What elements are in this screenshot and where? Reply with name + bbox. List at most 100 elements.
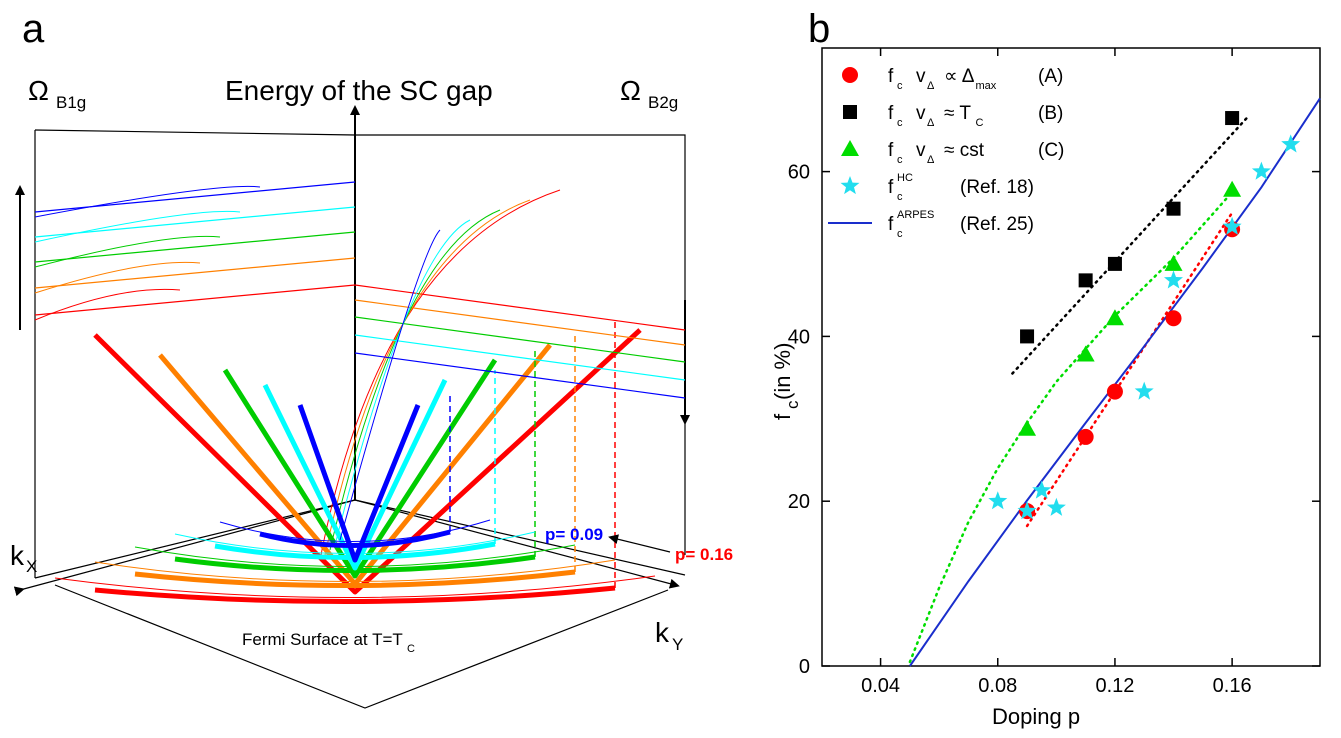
data-point-A bbox=[1077, 428, 1094, 445]
legend-f-sub: c bbox=[897, 228, 903, 240]
svg-text:X: X bbox=[26, 557, 37, 576]
svg-text:Ω: Ω bbox=[28, 75, 49, 106]
legend-relation: ≈ cst bbox=[944, 140, 985, 161]
legend-f-sub: c bbox=[897, 191, 903, 203]
b1g-gap-curve bbox=[34, 288, 181, 321]
y-tick-label: 60 bbox=[788, 162, 810, 184]
fit-line-A bbox=[1025, 211, 1234, 528]
b2g-level-line bbox=[354, 299, 686, 346]
fermi-arc-thin bbox=[94, 559, 616, 583]
fit-line-B bbox=[1011, 116, 1249, 375]
b1g-level-line bbox=[34, 284, 356, 316]
legend-entry-ARPES: f c ARPES (Ref. 25) bbox=[828, 209, 1034, 240]
gap-curves bbox=[34, 181, 686, 605]
legend-v-sub: Δ bbox=[927, 80, 935, 92]
data-point-HC bbox=[1222, 216, 1242, 235]
data-point-B bbox=[1225, 111, 1240, 126]
gap-v-curve bbox=[222, 358, 498, 579]
gap-v-curve bbox=[93, 328, 642, 595]
b2g-gap-curve bbox=[329, 209, 501, 551]
fermi-arc-thick bbox=[94, 585, 616, 605]
b2g-level-line bbox=[354, 334, 686, 381]
data-point-HC bbox=[1281, 134, 1301, 153]
legend-tag: (A) bbox=[1038, 66, 1063, 87]
panel-a: a Energy of the SC gap Ω B1g Ω bbox=[10, 7, 733, 709]
omega-b2g-label: Ω B2g bbox=[620, 75, 678, 112]
b2g-level-line bbox=[354, 316, 686, 363]
data-point-A bbox=[1165, 310, 1182, 327]
data-point-C bbox=[1223, 180, 1242, 197]
b1g-gap-curve bbox=[34, 261, 201, 294]
y-tick-label: 20 bbox=[788, 491, 810, 513]
data-point-C bbox=[1076, 345, 1095, 362]
legend-v: v bbox=[916, 103, 926, 124]
legend-tag: (Ref. 25) bbox=[960, 214, 1034, 235]
b1g-level-line bbox=[34, 231, 356, 263]
b1g-level-line bbox=[34, 181, 356, 213]
legend-relation: ≈ T bbox=[944, 103, 971, 124]
svg-text:k: k bbox=[10, 540, 25, 571]
y-axis-label: f c (in %) bbox=[770, 343, 802, 420]
legend-entry-HC: f c HC (Ref. 18) bbox=[840, 172, 1034, 203]
data-point-B bbox=[1107, 256, 1122, 271]
legend-v-sub: Δ bbox=[927, 154, 935, 166]
b2g-gap-curve bbox=[339, 229, 441, 541]
doping-low-label: p= 0.09 bbox=[545, 525, 603, 544]
data-point-HC bbox=[1164, 270, 1183, 289]
data-markers bbox=[988, 111, 1301, 520]
data-point-HC bbox=[1017, 501, 1037, 520]
kx-label: k X bbox=[10, 540, 37, 576]
legend-relation-sub: max bbox=[976, 80, 997, 92]
svg-text:f: f bbox=[770, 413, 795, 420]
legend-f-sub: c bbox=[897, 117, 903, 129]
panel-b-label: b bbox=[808, 7, 830, 51]
legend-relation-sub: C bbox=[976, 117, 984, 129]
data-point-C bbox=[1164, 254, 1183, 271]
legend-f: f bbox=[888, 214, 894, 235]
svg-text:c: c bbox=[783, 400, 802, 409]
b1g-level-line bbox=[34, 257, 356, 289]
legend-f-sub: c bbox=[897, 80, 903, 92]
svg-text:k: k bbox=[655, 617, 670, 648]
b1g-gap-curve bbox=[34, 235, 221, 268]
data-point-HC bbox=[1032, 480, 1052, 499]
b2g-level-line bbox=[354, 352, 686, 399]
fit-line-C bbox=[908, 190, 1234, 664]
legend-marker-B bbox=[843, 105, 857, 119]
doping-high-label: p= 0.16 bbox=[675, 545, 733, 564]
legend-tag: (B) bbox=[1038, 103, 1063, 124]
svg-text:(in %): (in %) bbox=[770, 343, 795, 400]
fermi-surface-label: Fermi Surface at T=T C bbox=[242, 630, 415, 655]
y-tick-label: 40 bbox=[788, 326, 810, 348]
panel-a-label: a bbox=[22, 7, 45, 51]
x-axis-label: Doping p bbox=[992, 704, 1080, 729]
b1g-gap-curve bbox=[34, 210, 241, 243]
legend-tag: (C) bbox=[1038, 140, 1064, 161]
y-tick-label: 0 bbox=[799, 656, 810, 678]
legend-f-sup: HC bbox=[897, 172, 913, 184]
b2g-gap-curve bbox=[319, 189, 561, 561]
svg-text:Ω: Ω bbox=[620, 75, 641, 106]
fermi-arc-thick bbox=[174, 554, 536, 573]
svg-text:B2g: B2g bbox=[648, 93, 678, 112]
ky-label: k Y bbox=[655, 617, 683, 654]
legend-f: f bbox=[888, 66, 894, 87]
svg-text:B1g: B1g bbox=[56, 93, 86, 112]
gap-v-curve bbox=[262, 378, 448, 571]
x-tick-label: 0.08 bbox=[978, 675, 1017, 697]
doping-arrow bbox=[608, 534, 671, 553]
fermi-arc-thin bbox=[54, 575, 656, 599]
b2g-gap-curve bbox=[334, 219, 471, 546]
legend-tag: (Ref. 18) bbox=[960, 177, 1034, 198]
x-tick-label: 0.16 bbox=[1213, 675, 1252, 697]
panel-b: b 0.04 0.08 0.12 0.16 0 20 40 60 f c (in %) Dop… bbox=[770, 7, 1321, 729]
legend-relation: ∝ Δ bbox=[944, 66, 975, 87]
data-point-HC bbox=[1046, 497, 1066, 516]
legend-v: v bbox=[916, 140, 926, 161]
legend-f: f bbox=[888, 140, 894, 161]
gap-v-curve bbox=[297, 404, 421, 563]
fermi-arc-thin bbox=[219, 519, 491, 542]
